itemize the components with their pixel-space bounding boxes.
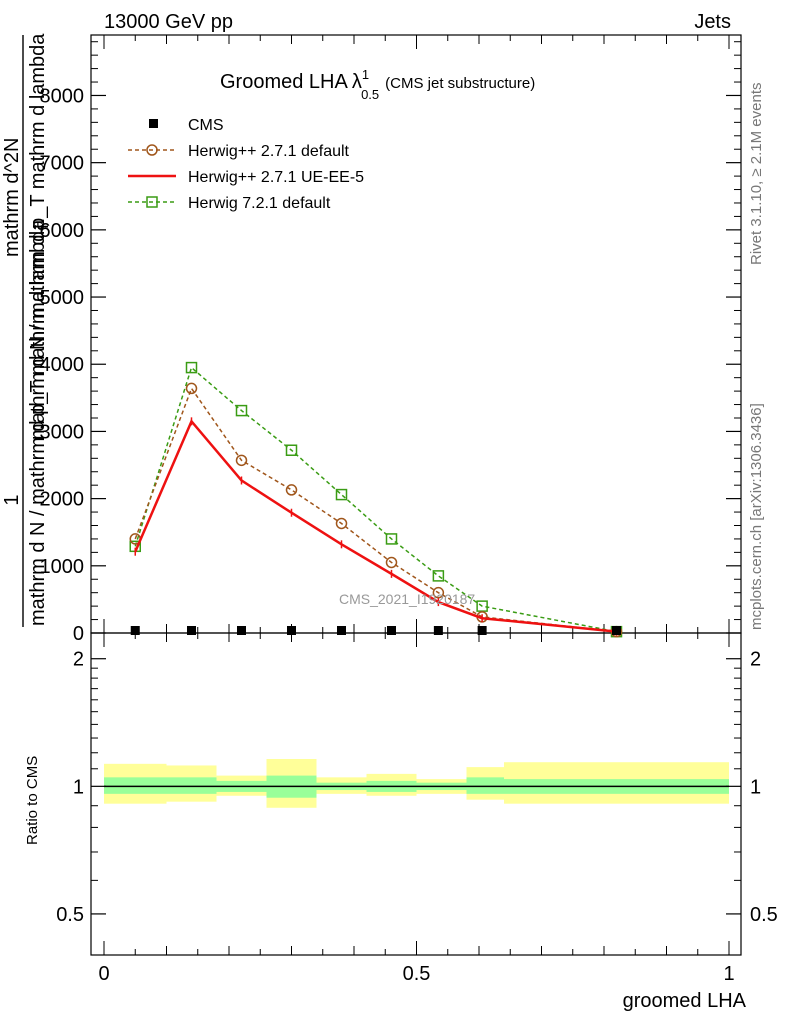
ratio-tick-label-right: 1 [750, 776, 761, 798]
rivet-label: Rivet 3.1.10, ≥ 2.1M events [748, 83, 765, 266]
legend-label-herwig-default: Herwig++ 2.7.1 default [188, 143, 350, 160]
y-tick-label: 6000 [40, 220, 85, 242]
y-axis-label-numerator: 1 [1, 494, 23, 505]
y-tick-label: 1000 [40, 556, 85, 578]
series-layer [129, 361, 623, 638]
ratio-y-ticks: 0.5 0.5 1 1 2 2 [56, 649, 778, 926]
mcplots-label: mcplots.cern.ch [arXiv:1306.3436] [748, 403, 765, 630]
ratio-tick-label: 1 [73, 776, 84, 798]
y-axis-label-num2: mathrm d^2N [1, 138, 23, 257]
x-axis-label: groomed LHA [623, 990, 747, 1012]
data-point-square [185, 361, 198, 374]
ratio-tick-label: 2 [73, 649, 84, 671]
y-tick-label: 0 [73, 623, 84, 645]
y-tick-label: 2000 [40, 489, 85, 511]
data-point-square [285, 444, 298, 456]
data-point-circle [235, 454, 248, 467]
y-axis-label-denominator: mathrm d N / mathrm d p_T mathrm d lambd… [27, 219, 49, 626]
series-line [134, 386, 617, 633]
data-point-square [385, 533, 398, 545]
legend-item-herwig-ueee5: Herwig++ 2.7.1 UE-EE-5 [128, 169, 364, 186]
plot-title: Groomed LHA λ1 0.5(CMS jet substructure) [220, 67, 535, 102]
ratio-tick-label-right: 0.5 [750, 904, 778, 926]
legend-marker-herwig7 [146, 196, 158, 208]
y-tick-label: 3000 [40, 421, 85, 443]
header-right: Jets [694, 11, 731, 33]
ratio-tick-label-right: 2 [750, 649, 761, 671]
legend-item-herwig7: Herwig 7.2.1 default [128, 195, 331, 212]
y-tick-label: 8000 [40, 85, 85, 107]
y-axis-label-den2: mathrm d N / mathrm d p_T mathrm d lambd… [27, 33, 49, 440]
legend-label-herwig7: Herwig 7.2.1 default [188, 195, 331, 212]
data-point-cms [287, 626, 296, 635]
x-tick-label: 1 [723, 963, 734, 985]
data-point-cms [187, 626, 196, 635]
data-point-circle [385, 556, 398, 569]
ratio-tick-label: 0.5 [56, 904, 84, 926]
main-y-ticks: 0 1000 2000 3000 4000 5000 6000 7000 8000 [40, 41, 741, 645]
x-tick-label: 0.5 [403, 963, 431, 985]
analysis-watermark: CMS_2021_I1920187 [339, 591, 475, 607]
data-point-square [335, 488, 348, 501]
legend-item-herwig-default: Herwig++ 2.7.1 default [128, 143, 350, 160]
x-ticks: 0 0.5 1 [98, 35, 735, 985]
y-tick-label: 4000 [40, 354, 85, 376]
data-point-circle [432, 586, 445, 599]
legend-marker-cms [149, 119, 158, 128]
ratio-y-label: Ratio to CMS [24, 756, 41, 845]
data-point-square [235, 404, 248, 417]
data-point-cms [130, 626, 140, 635]
y-tick-label: 7000 [40, 153, 85, 175]
ratio-bands [104, 759, 729, 808]
data-point-cms [337, 626, 346, 635]
header-left: 13000 GeV pp [104, 11, 233, 33]
data-point-circle [285, 484, 298, 496]
legend-label-cms: CMS [188, 117, 224, 134]
legend-marker-herwig-default [146, 144, 158, 156]
data-point-circle [335, 517, 348, 530]
data-point-cms [237, 626, 246, 635]
y-tick-label: 5000 [40, 287, 85, 309]
data-point-cms [433, 626, 443, 635]
legend-label-herwig-ueee5: Herwig++ 2.7.1 UE-EE-5 [188, 169, 364, 186]
data-point-cms [612, 626, 621, 635]
data-point-circle [185, 382, 198, 395]
legend: CMS Herwig++ 2.7.1 default Herwig++ 2.7.… [128, 117, 364, 212]
data-point-square [432, 570, 445, 582]
y-axis-label: 1 mathrm d N / mathrm d p_T mathrm d lam… [1, 33, 49, 627]
data-point-cms [387, 626, 396, 635]
x-tick-label: 0 [98, 963, 109, 985]
data-point-cms [477, 626, 487, 635]
data-point-square [476, 600, 488, 612]
legend-item-cms: CMS [149, 117, 224, 134]
